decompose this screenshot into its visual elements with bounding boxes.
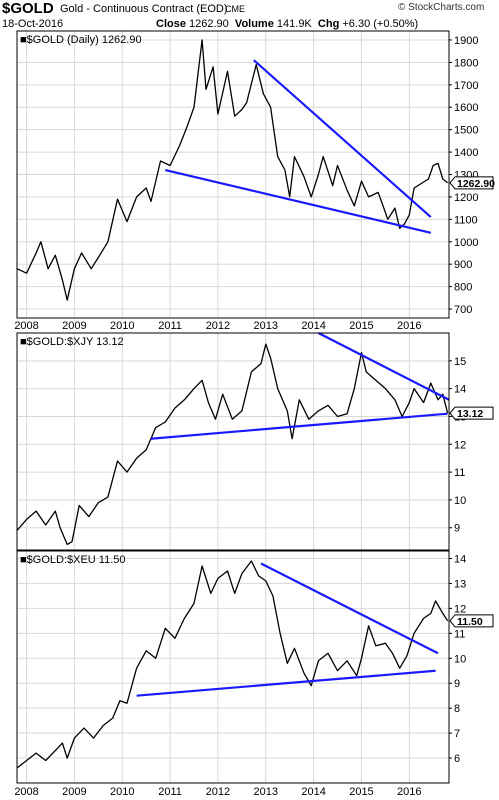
x-tick-label: 2016	[397, 320, 421, 332]
y-tick-label: 9	[454, 678, 460, 690]
panel-legend: ■$GOLD:$XJY 13.12	[20, 336, 124, 348]
y-tick-label: 10	[454, 653, 466, 665]
x-tick-label: 2013	[254, 786, 278, 798]
x-tick-label: 2015	[349, 786, 373, 798]
y-tick-label: 1900	[454, 35, 478, 47]
y-tick-label: 1100	[454, 214, 478, 226]
last-value-tag-box	[449, 614, 494, 628]
trendline	[317, 332, 450, 401]
x-tick-label: 2011	[158, 320, 182, 332]
panel-legend: ■$GOLD (Daily) 1262.90	[20, 34, 142, 46]
price-series-line	[16, 560, 449, 769]
panel-frame	[16, 30, 450, 319]
last-value-tag: 11.50	[449, 614, 494, 628]
y-tick-label: 15	[454, 356, 466, 368]
chart-panel-1: 7008009001000110012001300140015001600170…	[16, 30, 495, 319]
x-tick-label: 2014	[301, 320, 325, 332]
chg-label: Chg	[317, 18, 340, 30]
panel-legend: ■$GOLD:$XEU 11.50	[20, 554, 126, 566]
y-tick-label: 12	[454, 603, 466, 615]
x-tick-label: 2012	[206, 320, 230, 332]
price-series-line	[16, 39, 449, 301]
y-tick-label: 1500	[454, 125, 478, 137]
trendline	[260, 562, 439, 655]
y-tick-label: 1600	[454, 102, 478, 114]
y-tick-label: 9	[454, 523, 460, 535]
chart-title: Gold - Continuous Contract (EOD)	[60, 3, 228, 15]
y-tick-label: 8	[454, 703, 460, 715]
x-tick-label: 2010	[110, 320, 134, 332]
y-tick-label: 1400	[454, 147, 478, 159]
exchange-label: CME	[225, 4, 245, 14]
y-tick-label: 14	[454, 553, 466, 565]
y-tick-label: 11	[454, 467, 465, 479]
last-value-tag-text: 1262.90	[457, 178, 495, 190]
close-label: Close	[156, 18, 186, 30]
x-tick-label: 2011	[158, 786, 182, 798]
last-value-tag-text: 13.12	[457, 408, 483, 420]
y-tick-label: 1200	[454, 192, 478, 204]
last-value-tag-box	[449, 176, 494, 190]
y-tick-label: 800	[454, 282, 472, 294]
y-tick-label: 1000	[454, 237, 478, 249]
x-tick-label: 2008	[14, 320, 38, 332]
quote-stats: Close 1262.90 Volume 141.9K Chg +6.30 (+…	[156, 18, 418, 30]
close-value: 1262.90	[189, 18, 229, 30]
last-value-tag: 1262.90	[449, 176, 495, 190]
y-tick-label: 900	[454, 259, 472, 271]
y-tick-label: 6	[454, 753, 460, 765]
y-tick-label: 12	[454, 439, 466, 451]
x-tick-label: 2010	[110, 786, 134, 798]
x-tick-label: 2014	[301, 786, 325, 798]
trendline	[136, 669, 436, 697]
volume-label: Volume	[234, 18, 274, 30]
last-value-tag-text: 11.50	[457, 616, 483, 628]
last-value-tag-box	[449, 406, 494, 420]
y-tick-label: 11	[454, 628, 465, 640]
chg-value: +6.30 (+0.50%)	[342, 18, 419, 30]
x-tick-label: 2009	[62, 786, 86, 798]
chart-date: 18-Oct-2016	[2, 18, 64, 30]
x-axis-labels: 2008 2009 2010 2011 2012 2013 2014 2015 2016	[14, 786, 421, 798]
x-tick-label: 2008	[14, 786, 38, 798]
x-tick-label: 2009	[62, 320, 86, 332]
y-tick-label: 14	[454, 384, 466, 396]
y-tick-label: 10	[454, 495, 466, 507]
x-axis-labels: 2008 2009 2010 2011 2012 2013 2014 2015 2016	[14, 320, 421, 332]
trendline	[150, 412, 448, 440]
chart-symbol: $GOLD	[2, 0, 54, 17]
panel-frame	[16, 332, 450, 551]
trendline	[165, 168, 432, 234]
price-series-line	[16, 343, 449, 546]
y-tick-label: 13	[454, 578, 466, 590]
chart-panel-3: 6 7 8 9 10 11 12 13 14 ■$GOLD:$XEU 11.50 11.50	[16, 550, 494, 784]
brand-watermark: © StockCharts.com	[398, 2, 485, 13]
y-tick-label: 700	[454, 304, 472, 316]
panel-frame	[16, 550, 450, 784]
x-tick-label: 2013	[254, 320, 278, 332]
volume-value: 141.9K	[276, 18, 312, 30]
x-tick-label: 2015	[349, 320, 373, 332]
x-tick-label: 2016	[397, 786, 421, 798]
y-tick-label: 7	[454, 728, 460, 740]
y-tick-label: 1700	[454, 80, 478, 92]
last-value-tag: 13.12	[449, 406, 494, 420]
trendline	[253, 59, 432, 218]
y-tick-label: 1800	[454, 57, 478, 69]
x-tick-label: 2012	[206, 786, 230, 798]
